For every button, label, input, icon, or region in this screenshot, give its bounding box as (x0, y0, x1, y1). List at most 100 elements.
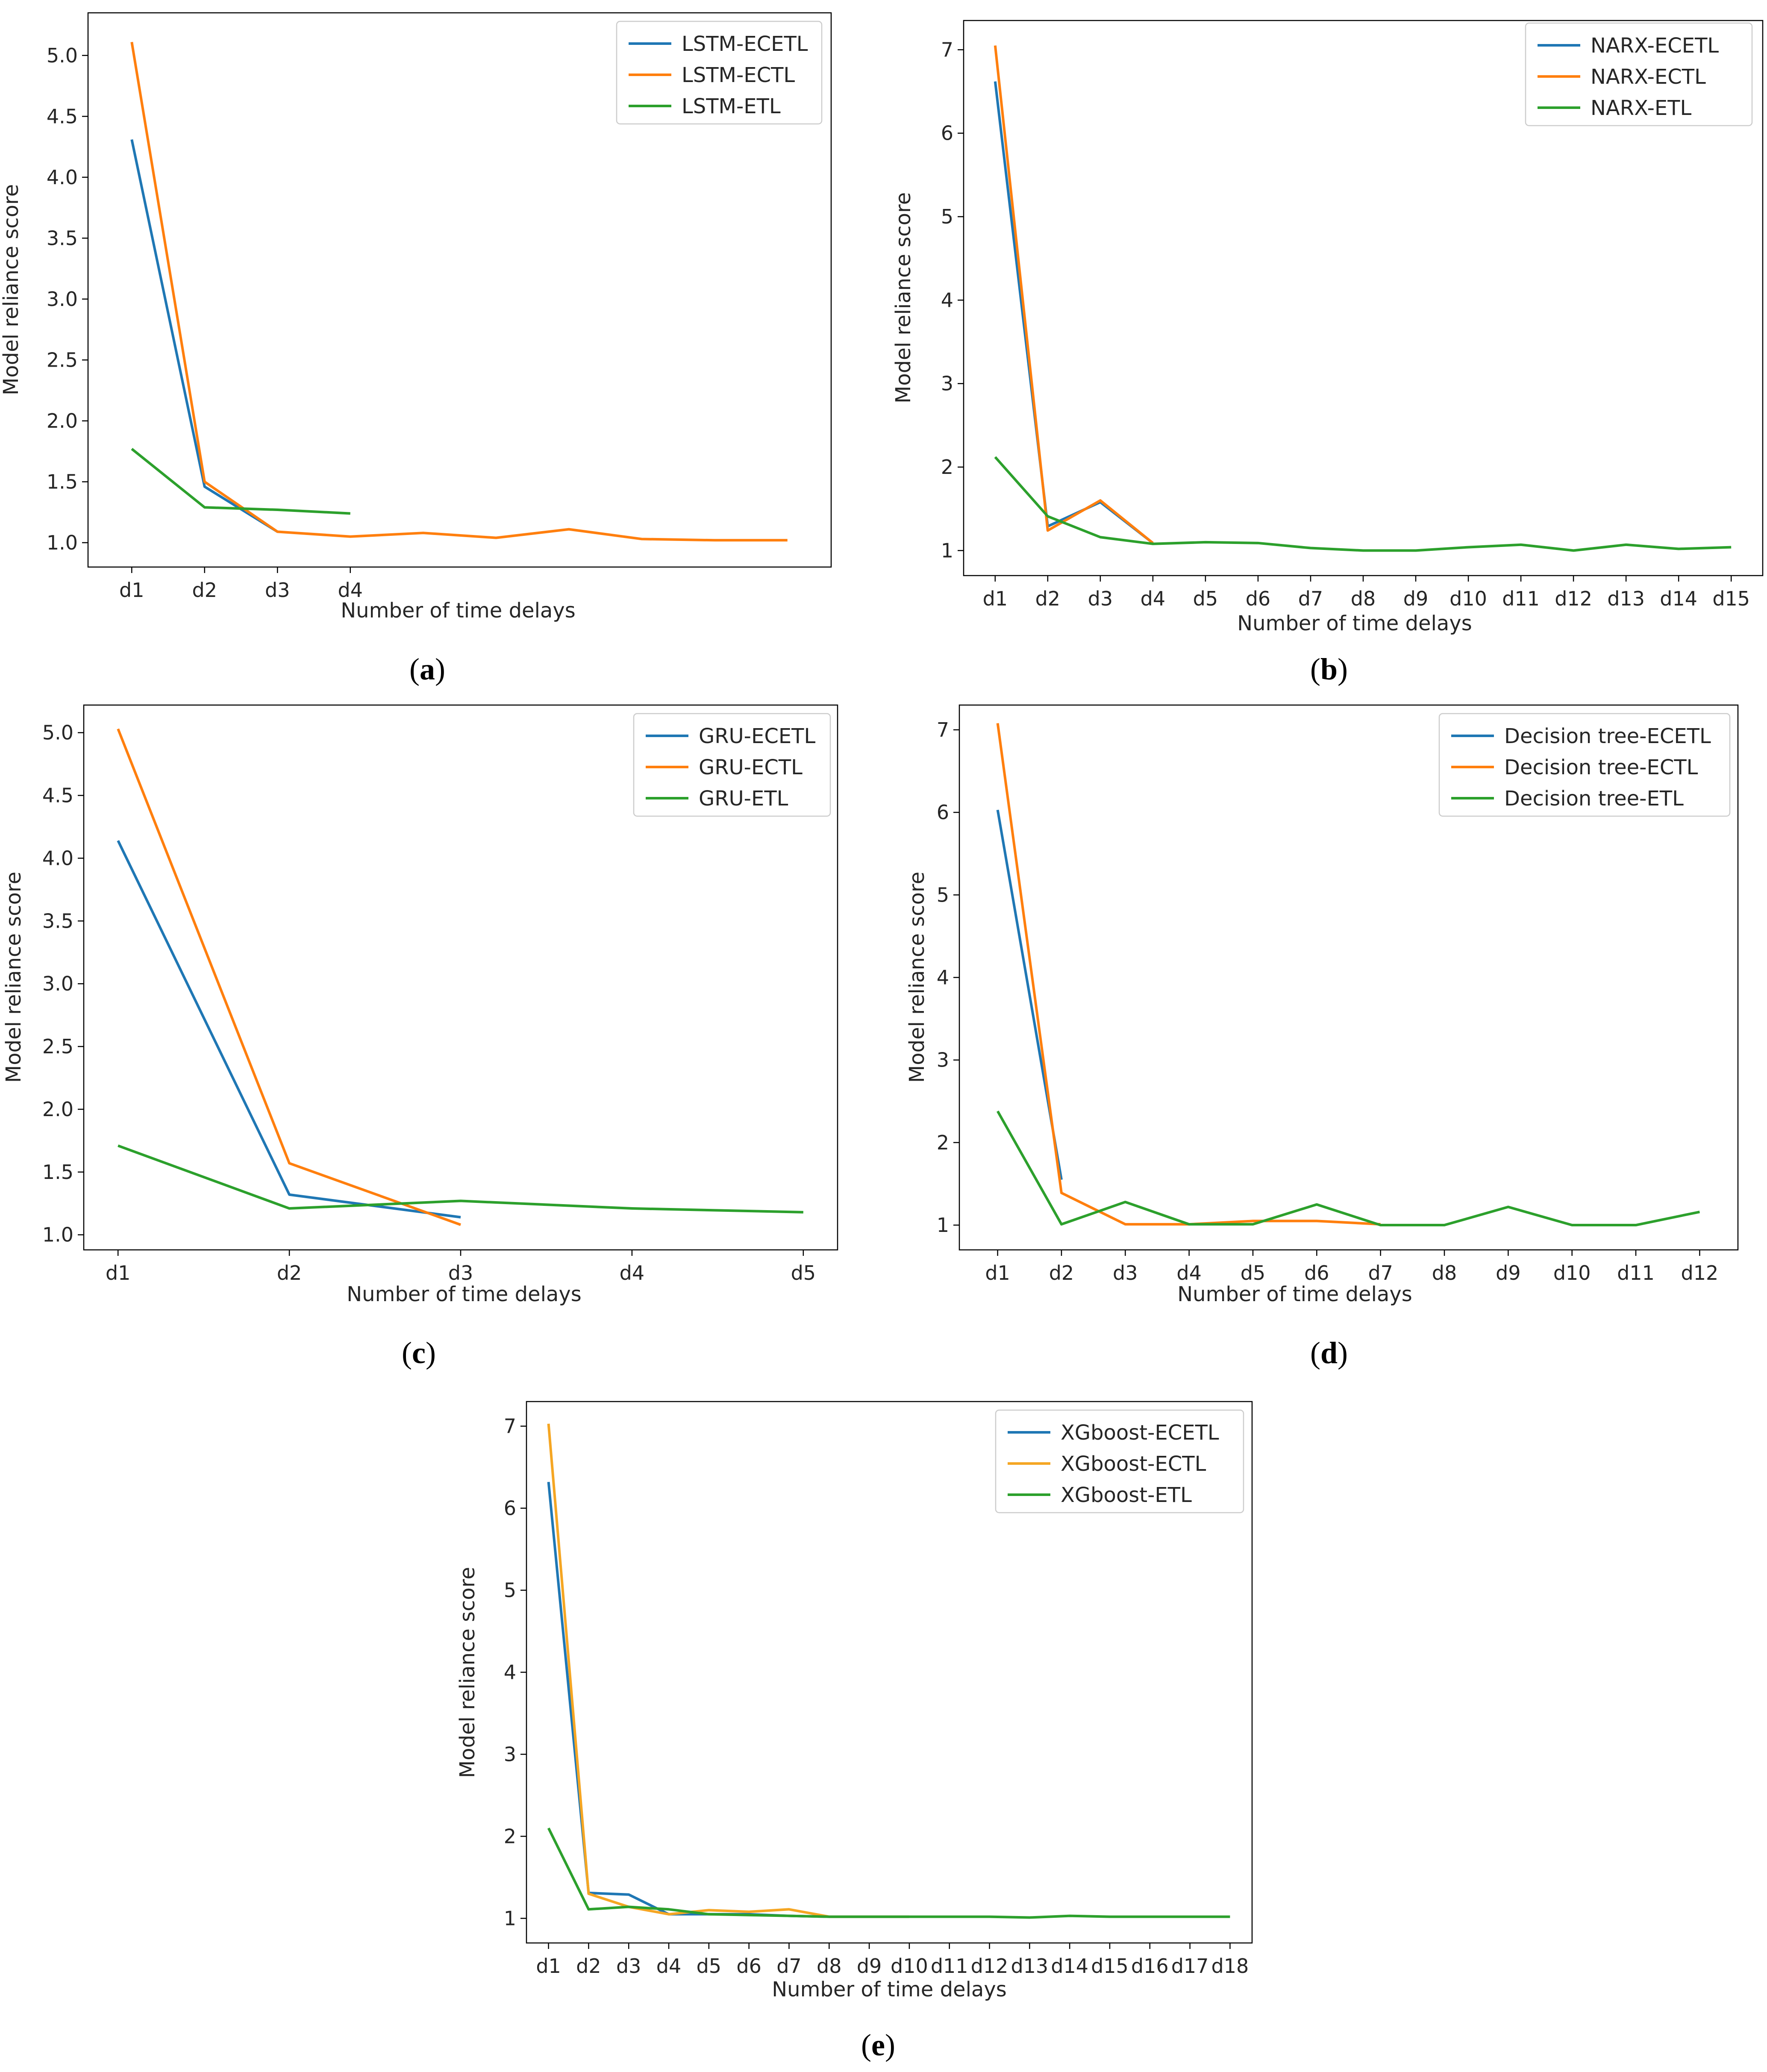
chart-panel-d: 1 2 3 4 5 6 7 d1 d2 d3 d4 d5 d6 d7 d8 d9 d10 d11 d12 Number… (876, 692, 1767, 1333)
series-line-narx-ectl (994, 45, 1154, 544)
x-tick-label: d15 (1712, 587, 1750, 610)
caption-a: (a) (409, 652, 445, 686)
x-tick-label: d7 (1368, 1261, 1393, 1284)
y-tick-label: 3 (937, 1049, 949, 1072)
y-tick-label: 1.5 (47, 470, 78, 493)
x-tick-label: d3 (265, 579, 290, 602)
y-tick-label: 4.5 (42, 784, 74, 807)
y-tick-label: 3.5 (42, 909, 74, 932)
legend-box (995, 1409, 1244, 1514)
y-tick-label: 4 (937, 966, 949, 989)
x-axis-label: Number of time delays (341, 599, 575, 623)
x-tick-label: d10 (1449, 587, 1487, 610)
y-tick-label: 1.0 (42, 1223, 74, 1246)
chart-panel-b: 1 2 3 4 5 6 7 d1 d2 d3 d4 d5 d6 d7 d8 d9 d10 d11 d12 d13 d14… (876, 0, 1767, 641)
plot-frame-a (87, 12, 832, 568)
y-axis-label: Model reliance score (2, 872, 26, 1083)
x-tick-label: d3 (448, 1261, 473, 1284)
y-tick-label: 2.5 (42, 1035, 74, 1058)
y-tick-label: 5 (937, 883, 949, 906)
x-axis-label: Number of time delays (1237, 611, 1472, 635)
y-tick-label: 3 (504, 1743, 516, 1766)
x-tick-label: d12 (971, 1954, 1008, 1978)
legend-box (1525, 22, 1753, 126)
x-tick-label: d1 (119, 579, 144, 602)
x-tick-label: d5 (1241, 1261, 1265, 1284)
y-tick-label: 3.5 (47, 226, 78, 250)
y-tick-label: 3.0 (42, 972, 74, 995)
series-line-narx-etl (994, 456, 1732, 552)
legend-label: LSTM-ETL (682, 94, 781, 118)
x-tick-label: d3 (1113, 1261, 1138, 1284)
chart-a: 1.0 1.5 2.0 2.5 3.0 3.5 4.0 4.5 5.0 d1 d2 d3 d4Numbe… (0, 12, 832, 623)
y-tick-label: 5 (504, 1579, 516, 1602)
x-tick-label: d1 (983, 587, 1008, 610)
x-tick-label: d4 (338, 579, 363, 602)
chart-c: 1.0 1.5 2.0 2.5 3.0 3.5 4.0 4.5 5.0 d1 d2 d3 d4 d5 Num… (2, 704, 838, 1306)
y-axis-label: Model reliance score (891, 192, 915, 403)
legend-label: NARX-ETL (1591, 96, 1692, 120)
legend-label: LSTM-ECETL (682, 32, 808, 56)
chart-panel-a: 1.0 1.5 2.0 2.5 3.0 3.5 4.0 4.5 5.0 d1 d2 d3 d4 Numbe… (0, 0, 855, 641)
x-tick-label: d2 (192, 579, 217, 602)
series-line-lstm-ectl (130, 41, 788, 542)
series-line-gru-etl (118, 1144, 803, 1214)
x-tick-label: d18 (1211, 1954, 1249, 1978)
x-tick-label: d2 (1035, 587, 1060, 610)
chart-panel-c: 1.0 1.5 2.0 2.5 3.0 3.5 4.0 4.5 5.0 d1 d2 d3 d4 d5 Num… (0, 692, 855, 1333)
x-axis-label: Number of time delays (772, 1978, 1006, 2001)
legend-label: GRU-ECTL (699, 755, 803, 779)
x-tick-label: d11 (1502, 587, 1540, 610)
legend-label: XGboost-ECTL (1061, 1452, 1206, 1476)
y-tick-label: 5.0 (42, 721, 74, 744)
y-tick-label: 6 (941, 122, 953, 145)
y-tick-label: 1 (504, 1907, 516, 1930)
x-tick-label: d9 (857, 1954, 882, 1978)
x-tick-label: d3 (616, 1954, 641, 1978)
x-tick-label: d7 (776, 1954, 801, 1978)
y-tick-label: 7 (504, 1415, 516, 1438)
legend-label: Decision tree-ECETL (1504, 724, 1711, 748)
x-tick-label: d6 (1246, 587, 1270, 610)
x-tick-label: d15 (1091, 1954, 1129, 1978)
series-line-lstm-ecetl (130, 139, 278, 533)
x-tick-label: d4 (1176, 1261, 1201, 1284)
x-tick-label: d7 (1298, 587, 1323, 610)
x-tick-label: d2 (1049, 1261, 1074, 1284)
legend-box (616, 21, 823, 125)
series-line-decision-tree-etl (996, 1110, 1700, 1227)
y-tick-label: 4 (941, 288, 953, 312)
legend-label: Decision tree-ECTL (1504, 755, 1698, 779)
x-axis-label: Number of time delays (347, 1282, 581, 1306)
x-axis-label: Number of time delays (1177, 1282, 1412, 1306)
x-tick-label: d14 (1660, 587, 1697, 610)
y-tick-label: 4.5 (47, 105, 78, 128)
y-tick-label: 4.0 (47, 166, 78, 189)
y-tick-label: 2.5 (47, 348, 78, 371)
x-tick-label: d4 (656, 1954, 681, 1978)
y-tick-label: 2.0 (42, 1098, 74, 1121)
y-tick-label: 1.0 (47, 531, 78, 554)
chart-d: 1 2 3 4 5 6 7 d1 d2 d3 d4 d5 d6 d7 d8 d9 d10 d11 d12 Number… (905, 704, 1739, 1306)
x-tick-label: d14 (1051, 1954, 1088, 1978)
x-tick-label: d5 (1193, 587, 1218, 610)
legend-label: XGboost-ECETL (1061, 1421, 1219, 1445)
y-tick-label: 2 (937, 1131, 949, 1154)
series-line-xgboost-ecetl (547, 1481, 909, 1918)
x-tick-label: d10 (1553, 1261, 1591, 1284)
x-tick-label: d6 (736, 1954, 761, 1978)
x-tick-label: d9 (1403, 587, 1428, 610)
y-tick-label: 3 (941, 372, 953, 395)
y-tick-label: 3.0 (47, 288, 78, 311)
series-line-gru-ectl (117, 728, 462, 1226)
legend-label: NARX-ECETL (1591, 34, 1719, 58)
chart-b: 1 2 3 4 5 6 7 d1 d2 d3 d4 d5 d6 d7 d8 d9 d10 d11 d12 d13 d14… (891, 20, 1764, 635)
series-line-narx-ecetl (994, 81, 1154, 544)
x-tick-label: d17 (1171, 1954, 1209, 1978)
x-tick-label: d11 (931, 1954, 968, 1978)
legend-box (1438, 713, 1731, 817)
series-line-lstm-etl (131, 448, 350, 515)
caption-c: (c) (402, 1336, 436, 1370)
caption-e: (e) (861, 2028, 895, 2062)
x-tick-label: d4 (1141, 587, 1165, 610)
